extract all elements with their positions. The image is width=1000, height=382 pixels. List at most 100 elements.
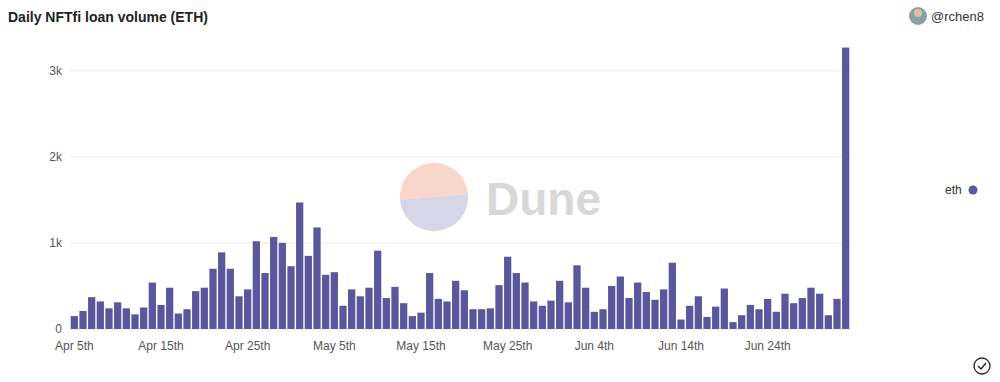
x-tick-label: Apr 25th: [225, 339, 270, 353]
bar: [790, 303, 797, 329]
bar: [443, 301, 450, 329]
legend-label: eth: [945, 183, 962, 197]
bar: [235, 296, 242, 329]
bar: [149, 283, 156, 329]
avatar: [909, 7, 927, 25]
x-tick-label: Jun 14th: [658, 339, 704, 353]
bar: [452, 281, 459, 329]
x-tick-label: Jun 4th: [575, 339, 614, 353]
bar: [521, 283, 528, 329]
bar: [764, 299, 771, 329]
bar: [383, 298, 390, 329]
bar: [842, 48, 849, 329]
bar: [747, 305, 754, 329]
x-tick-label: Apr 5th: [55, 339, 94, 353]
x-tick-label: Apr 15th: [138, 339, 183, 353]
bar: [677, 320, 684, 329]
watermark-logo: [400, 194, 468, 231]
bar: [547, 301, 554, 329]
bar: [539, 306, 546, 329]
y-tick-label: 0: [55, 322, 62, 336]
author: @rchen8: [931, 9, 984, 24]
bar: [88, 297, 95, 329]
x-tick-label: May 5th: [313, 339, 356, 353]
bar: [469, 309, 476, 329]
bar: [729, 322, 736, 329]
bar: [287, 266, 294, 329]
bar: [825, 315, 832, 329]
bar: [192, 291, 199, 329]
watermark-logo: [400, 163, 468, 231]
bar: [183, 309, 190, 329]
bar: [487, 308, 494, 329]
grid-line: [70, 156, 850, 157]
bar: [296, 202, 303, 329]
bar: [305, 256, 312, 329]
status-icon-check: [978, 363, 986, 369]
bar: [660, 289, 667, 329]
bar: [123, 308, 130, 329]
bar: [513, 273, 520, 329]
x-tick-label: May 25th: [483, 339, 532, 353]
grid-line: [70, 70, 850, 71]
bar: [686, 306, 693, 329]
x-tick-label: May 15th: [396, 339, 445, 353]
chart: Daily NFTfi loan volume (ETH)@rchen8Dune…: [0, 0, 1000, 382]
bar: [201, 288, 208, 329]
bar: [617, 277, 624, 329]
y-tick-label: 1k: [49, 236, 63, 250]
bar: [166, 288, 173, 329]
bar: [634, 283, 641, 329]
bar: [599, 309, 606, 329]
x-tick-label: Jun 24th: [745, 339, 791, 353]
bar: [175, 314, 182, 329]
grid-line: [70, 242, 850, 243]
legend-marker: [969, 186, 978, 195]
bar: [400, 303, 407, 329]
bar: [565, 302, 572, 329]
bar: [339, 306, 346, 329]
watermark: Dune: [400, 163, 601, 231]
bar: [348, 289, 355, 329]
y-tick-label: 2k: [49, 150, 63, 164]
bar: [721, 289, 728, 329]
bar: [643, 292, 650, 329]
bar: [573, 265, 580, 329]
watermark-logo: [400, 163, 468, 200]
bar: [227, 269, 234, 329]
bar: [140, 307, 147, 329]
bar: [833, 299, 840, 329]
bar: [157, 305, 164, 329]
bar: [313, 227, 320, 329]
bar: [556, 281, 563, 329]
bar: [478, 309, 485, 329]
bar: [461, 290, 468, 329]
bar: [105, 308, 112, 329]
bar: [322, 275, 329, 329]
bar: [261, 273, 268, 329]
y-tick-label: 3k: [49, 64, 63, 78]
bar: [651, 300, 658, 329]
bar: [409, 316, 416, 329]
bar: [695, 296, 702, 329]
bar: [504, 257, 511, 329]
bar: [799, 298, 806, 329]
bar: [435, 299, 442, 329]
bar: [625, 298, 632, 329]
bar: [209, 269, 216, 329]
bar: [781, 294, 788, 329]
bar: [365, 288, 372, 329]
bar: [703, 317, 710, 329]
bar: [131, 314, 138, 329]
bar: [738, 315, 745, 329]
watermark-text: Dune: [486, 173, 601, 225]
bar: [426, 273, 433, 329]
bar: [816, 294, 823, 329]
bar: [279, 243, 286, 329]
bar: [495, 285, 502, 329]
bar: [114, 302, 121, 329]
bar: [669, 263, 676, 329]
bars: [71, 48, 850, 329]
bar: [244, 289, 251, 329]
bar: [357, 296, 364, 329]
